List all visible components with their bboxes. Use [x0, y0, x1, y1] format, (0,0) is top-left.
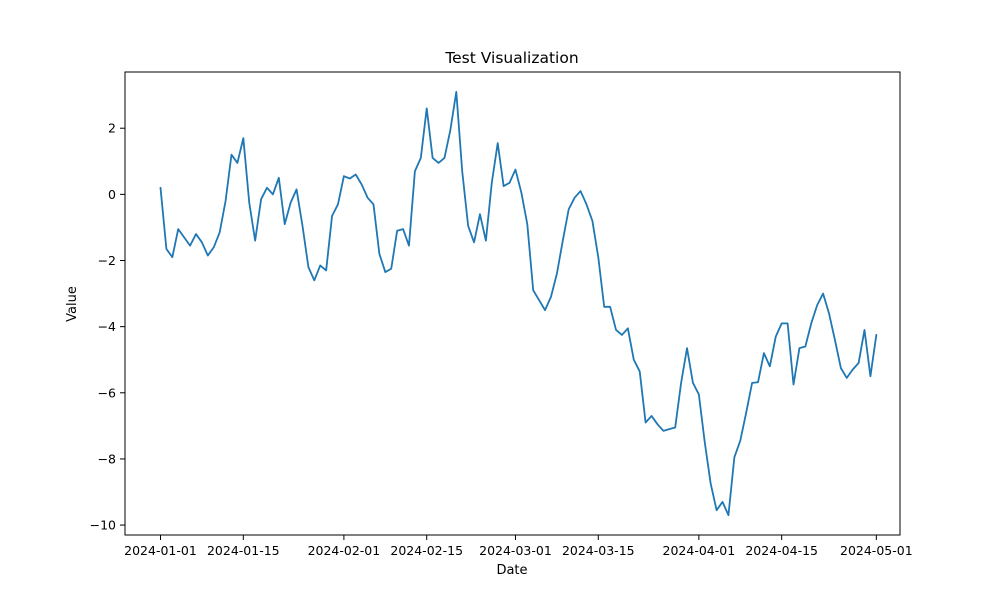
x-tick-label: 2024-03-15: [562, 543, 635, 558]
plot-frame: [124, 71, 901, 536]
series-group: [159, 90, 878, 517]
y-tick-label: −2: [98, 253, 116, 268]
chart-title: Test Visualization: [444, 49, 578, 67]
x-tick-label: 2024-01-01: [124, 543, 197, 558]
x-tick-label: 2024-04-15: [745, 543, 818, 558]
x-tick-label: 2024-03-01: [479, 543, 552, 558]
y-axis: 2 0 −2 −4 −6 −8 −10: [90, 121, 125, 533]
y-tick-label: 0: [108, 187, 116, 202]
x-tick-label: 2024-02-15: [390, 543, 463, 558]
y-tick-label: −4: [98, 319, 116, 334]
x-axis-label: Date: [496, 563, 527, 578]
x-tick-label: 2024-04-01: [663, 543, 736, 558]
y-tick-label: 2: [108, 121, 116, 136]
x-tick-label: 2024-02-01: [308, 543, 381, 558]
y-tick-label: −6: [98, 385, 116, 400]
x-tick-label: 2024-05-01: [840, 543, 913, 558]
x-axis: 2024-01-01 2024-01-15 2024-02-01 2024-02-15…: [124, 535, 913, 558]
y-tick-label: −8: [98, 451, 116, 466]
x-tick-label: 2024-01-15: [207, 543, 280, 558]
y-axis-label: Value: [65, 286, 80, 322]
series-line: [159, 90, 878, 517]
y-tick-label: −10: [90, 518, 116, 533]
